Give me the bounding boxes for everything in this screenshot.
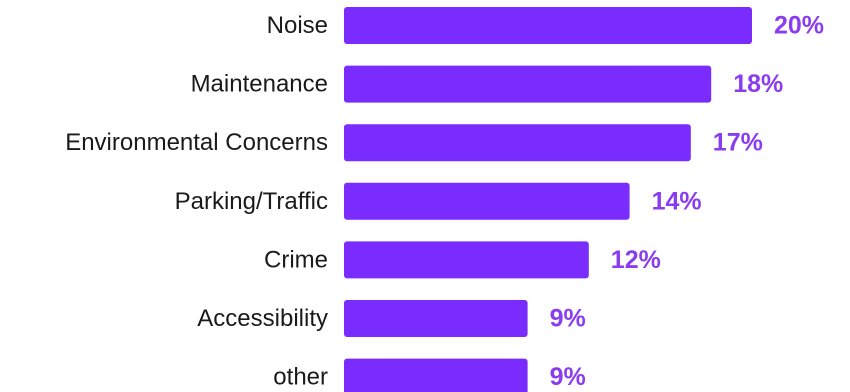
value-label-noise: 20% [774,12,824,40]
bar-maintenance [344,65,712,103]
category-label-parking-traffic: Parking/Traffic [175,188,328,215]
category-label-accessibility: Accessibility [197,305,328,332]
category-label-environmental-concerns: Environmental Concerns [65,129,328,156]
category-label-noise: Noise [267,12,328,39]
value-labels: 20% 18% 17% 14% 12% 9% 9% [550,12,824,392]
category-label-other: other [273,364,328,391]
bar-crime [344,241,589,279]
bar-other [344,358,528,392]
bar-parking-traffic [344,182,630,220]
bar-noise [344,7,752,44]
value-label-environmental-concerns: 17% [713,129,763,157]
value-label-parking-traffic: 14% [652,187,702,215]
bar-accessibility [344,300,528,337]
value-label-accessibility: 9% [550,305,586,333]
bar-environmental-concerns [344,124,691,162]
category-label-crime: Crime [264,246,328,273]
bars-layer [344,7,752,392]
value-label-maintenance: 18% [733,70,783,98]
value-label-crime: 12% [611,246,661,274]
category-labels: Noise Maintenance Environmental Concerns Pa… [65,12,328,391]
value-label-other: 9% [550,363,586,391]
category-label-maintenance: Maintenance [191,71,328,98]
